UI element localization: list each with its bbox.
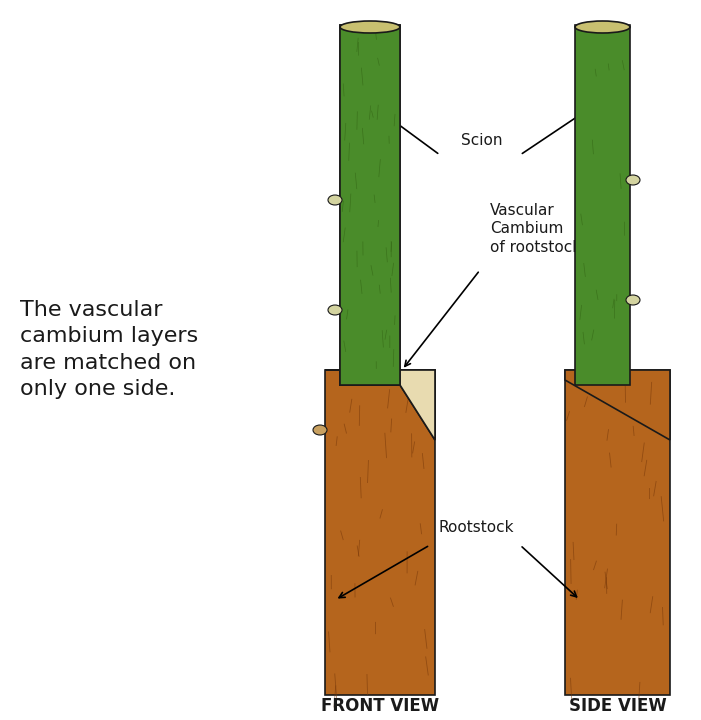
- Ellipse shape: [313, 425, 327, 435]
- Ellipse shape: [626, 295, 640, 305]
- Polygon shape: [565, 370, 670, 440]
- Text: Rootstock: Rootstock: [438, 520, 514, 535]
- Polygon shape: [340, 370, 435, 440]
- Text: FRONT VIEW: FRONT VIEW: [321, 697, 439, 715]
- FancyBboxPatch shape: [575, 25, 630, 385]
- Ellipse shape: [626, 175, 640, 185]
- Text: Vascular
Cambium
of rootstock: Vascular Cambium of rootstock: [490, 203, 581, 255]
- Ellipse shape: [328, 305, 342, 315]
- FancyBboxPatch shape: [340, 25, 400, 385]
- FancyBboxPatch shape: [325, 370, 435, 695]
- Text: Scion: Scion: [461, 133, 503, 148]
- FancyBboxPatch shape: [340, 25, 400, 385]
- Ellipse shape: [575, 21, 630, 33]
- Text: SIDE VIEW: SIDE VIEW: [569, 697, 667, 715]
- FancyBboxPatch shape: [565, 370, 670, 695]
- Ellipse shape: [328, 195, 342, 205]
- Polygon shape: [325, 370, 435, 440]
- Ellipse shape: [340, 21, 400, 33]
- Text: The vascular
cambium layers
are matched on
only one side.: The vascular cambium layers are matched …: [20, 300, 198, 399]
